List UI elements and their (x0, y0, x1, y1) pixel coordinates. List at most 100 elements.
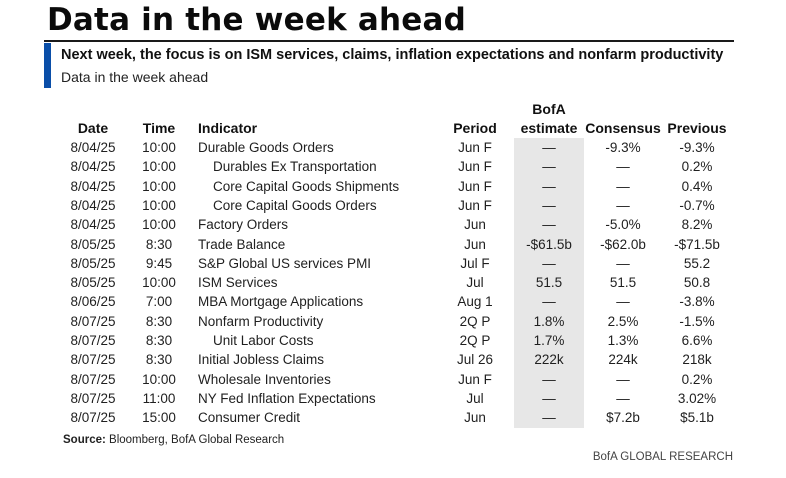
cell-period: Jul F (460, 255, 490, 271)
cell-consensus: — (616, 159, 630, 175)
cell-consensus: — (616, 178, 630, 194)
cell-bofa: 51.5 (535, 275, 563, 291)
cell-date: 8/04/25 (70, 159, 116, 175)
cell-consensus: — (616, 390, 630, 406)
cell-date: 8/07/25 (70, 352, 116, 368)
cell-period: Aug 1 (457, 294, 493, 310)
cell-time: 11:00 (142, 390, 176, 406)
cell-date: 8/04/25 (70, 197, 116, 213)
subtitle: Next week, the focus is on ISM services,… (61, 47, 724, 63)
cell-indicator: Wholesale Inventories (198, 371, 331, 387)
column-header-date: Date (77, 120, 109, 136)
cell-bofa: — (542, 140, 556, 155)
cell-time: 8:30 (145, 333, 173, 348)
cell-bofa: — (542, 255, 556, 271)
cell-indicator: MBA Mortgage Applications (198, 294, 364, 310)
cell-previous: 50.8 (683, 275, 711, 291)
cell-consensus: — (616, 371, 630, 387)
cell-bofa: — (542, 197, 556, 213)
cell-period: Jul (466, 275, 484, 291)
cell-previous: -9.3% (679, 140, 715, 155)
cell-consensus: 1.3% (607, 333, 639, 348)
cell-time: 10:00 (142, 140, 176, 155)
cell-consensus: — (616, 197, 630, 213)
cell-time: 10:00 (142, 371, 176, 387)
cell-date: 8/07/25 (70, 390, 116, 406)
cell-time: 8:30 (145, 236, 173, 252)
accent-bar (44, 43, 51, 88)
cell-indicator: Unit Labor Costs (213, 333, 314, 348)
cell-bofa: — (542, 178, 556, 194)
cell-time: 10:00 (142, 159, 176, 175)
cell-date: 8/04/25 (70, 140, 116, 155)
cell-date: 8/06/25 (70, 294, 116, 310)
cell-indicator: Core Capital Goods Orders (213, 197, 377, 213)
cell-date: 8/07/25 (70, 333, 116, 348)
cell-previous: -3.8% (679, 294, 715, 310)
cell-period: Jun F (458, 159, 492, 175)
source-text: Bloomberg, BofA Global Research (109, 434, 285, 446)
column-header-bofa-line2: estimate (520, 120, 578, 136)
source-label: Source: (63, 434, 106, 446)
cell-consensus: -5.0% (605, 217, 641, 233)
cell-time: 10:00 (142, 217, 176, 233)
source-note: Source: Bloomberg, BofA Global Research (63, 434, 284, 446)
cell-time: 10:00 (142, 178, 176, 194)
column-header-indicator: Indicator (198, 120, 258, 136)
cell-period: Jul 26 (456, 352, 494, 368)
cell-bofa: 1.8% (533, 313, 565, 329)
cell-bofa: — (542, 294, 556, 310)
cell-consensus: 224k (608, 352, 638, 368)
page-title: Data in the week ahead (47, 2, 466, 38)
title-rule (44, 40, 734, 42)
cell-indicator: Nonfarm Productivity (198, 313, 324, 329)
cell-time: 8:30 (145, 352, 173, 368)
cell-date: 8/07/25 (70, 410, 116, 426)
cell-date: 8/05/25 (70, 236, 116, 252)
cell-consensus: -9.3% (605, 140, 641, 155)
cell-indicator: Initial Jobless Claims (198, 352, 325, 368)
cell-date: 8/07/25 (70, 371, 116, 387)
cell-previous: 0.4% (681, 178, 713, 194)
column-header-previous: Previous (667, 120, 727, 136)
cell-bofa: -$61.5b (526, 236, 572, 252)
cell-bofa: — (542, 410, 556, 426)
cell-date: 8/05/25 (70, 255, 116, 271)
cell-indicator: Core Capital Goods Shipments (213, 178, 400, 194)
cell-previous: $5.1b (680, 410, 714, 426)
cell-period: Jun (464, 236, 486, 252)
brand-logo-text: BofA GLOBAL RESEARCH (592, 451, 733, 463)
cell-indicator: S&P Global US services PMI (198, 255, 372, 271)
cell-previous: 0.2% (681, 371, 713, 387)
cell-period: Jun F (458, 197, 492, 213)
cell-consensus: 2.5% (607, 313, 639, 329)
column-header-consensus: Consensus (585, 120, 661, 136)
table-caption: Data in the week ahead (61, 69, 209, 85)
cell-date: 8/05/25 (70, 275, 116, 291)
column-header-period: Period (453, 120, 497, 136)
cell-bofa: — (542, 390, 556, 406)
bofa-estimate-column-shading (514, 138, 584, 428)
cell-previous: 6.6% (681, 333, 713, 348)
cell-time: 7:00 (145, 294, 173, 310)
cell-period: Jun F (458, 178, 492, 194)
cell-indicator: Durables Ex Transportation (213, 159, 377, 175)
cell-previous: 55.2 (683, 255, 711, 271)
cell-indicator: Consumer Credit (198, 410, 301, 426)
cell-previous: -0.7% (679, 197, 715, 213)
cell-previous: 3.02% (677, 390, 717, 406)
cell-consensus: — (616, 255, 630, 271)
cell-period: 2Q P (459, 333, 491, 348)
cell-time: 10:00 (142, 275, 176, 291)
cell-period: Jul (466, 390, 484, 406)
cell-date: 8/04/25 (70, 178, 116, 194)
cell-bofa: — (542, 217, 556, 233)
cell-previous: 0.2% (681, 159, 713, 175)
cell-indicator: Durable Goods Orders (198, 140, 334, 155)
cell-period: Jun F (458, 140, 492, 155)
cell-period: Jun (464, 410, 486, 426)
cell-time: 15:00 (142, 410, 176, 426)
cell-indicator: Factory Orders (198, 217, 289, 233)
cell-consensus: $7.2b (606, 410, 640, 426)
cell-indicator: ISM Services (198, 275, 278, 291)
